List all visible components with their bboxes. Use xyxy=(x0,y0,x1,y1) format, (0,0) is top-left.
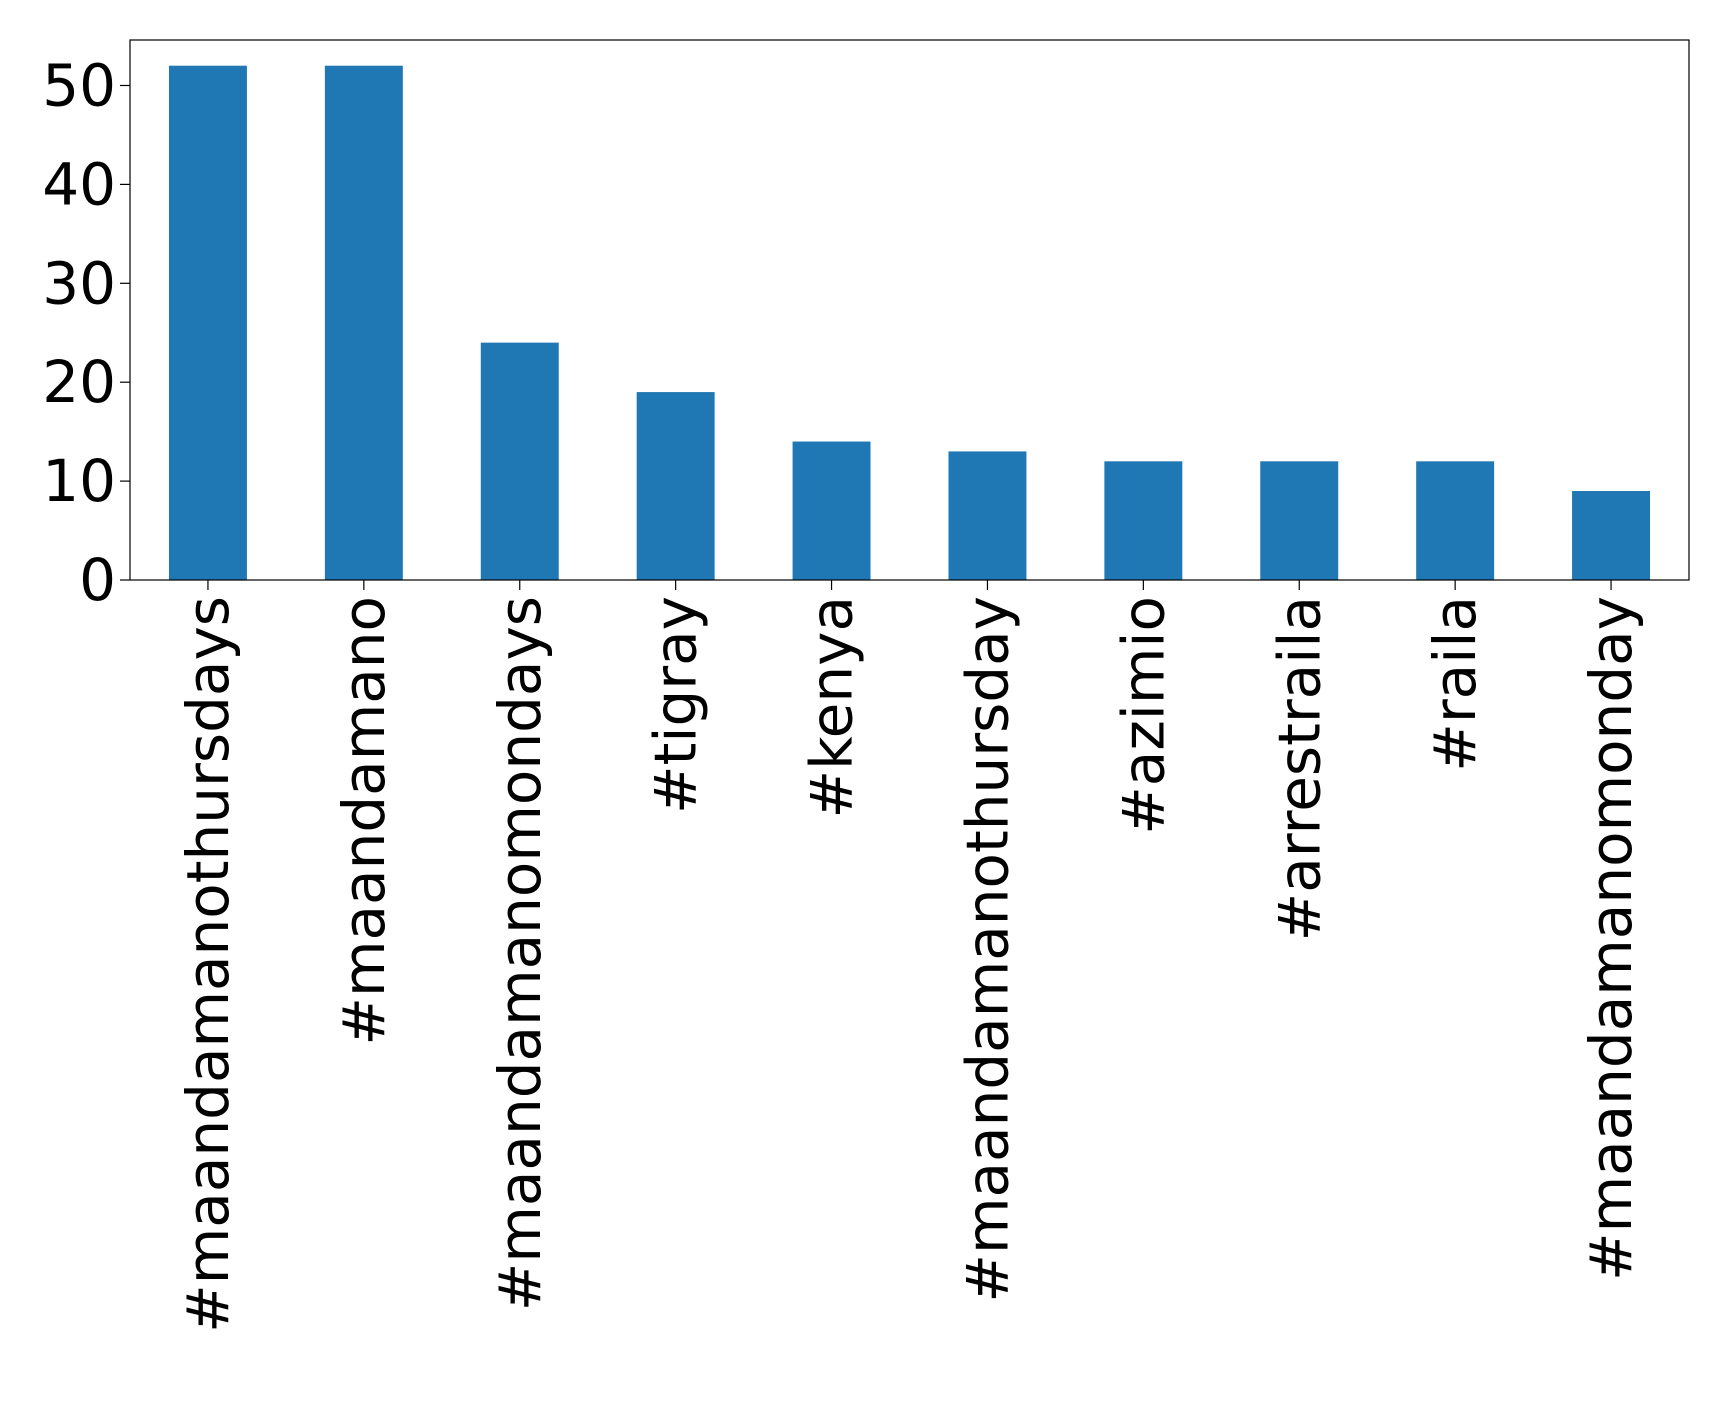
x-tick-label: #maandamanothursday xyxy=(953,596,1021,1303)
x-tick-label: #azimio xyxy=(1109,596,1177,835)
bar xyxy=(792,441,871,580)
x-tick-label: #raila xyxy=(1421,596,1489,772)
bar xyxy=(324,65,403,580)
bar xyxy=(1572,490,1651,580)
x-tick-label: #maandamano xyxy=(330,596,398,1046)
x-tick-label: #arrestraila xyxy=(1265,596,1333,941)
y-tick-label: 0 xyxy=(79,546,116,614)
axes-layer xyxy=(120,39,1690,590)
x-tick-label: #maandamanomondays xyxy=(486,596,554,1311)
y-tick-label: 50 xyxy=(42,51,116,119)
y-tick-label: 30 xyxy=(42,249,116,317)
ticks-layer: 0 10 20 30 40 50 #maandamanothursdays #maandama… xyxy=(42,51,1645,1332)
x-tick-label: #tigray xyxy=(642,596,710,814)
bar xyxy=(168,65,247,580)
plot-frame xyxy=(129,39,1690,581)
bars-layer xyxy=(168,65,1651,580)
y-tick-label: 20 xyxy=(42,348,116,416)
y-tick-label: 40 xyxy=(42,150,116,218)
bar xyxy=(636,392,715,580)
bar xyxy=(1104,461,1183,580)
bar xyxy=(480,342,559,580)
x-tick-label: #kenya xyxy=(798,596,866,818)
bar xyxy=(1260,461,1339,580)
bar xyxy=(948,451,1027,580)
x-tick-label: #maandamanomonday xyxy=(1577,596,1645,1281)
y-tick-label: 10 xyxy=(42,447,116,515)
bar xyxy=(1416,461,1495,580)
x-tick-label: #maandamanothursdays xyxy=(174,596,242,1333)
